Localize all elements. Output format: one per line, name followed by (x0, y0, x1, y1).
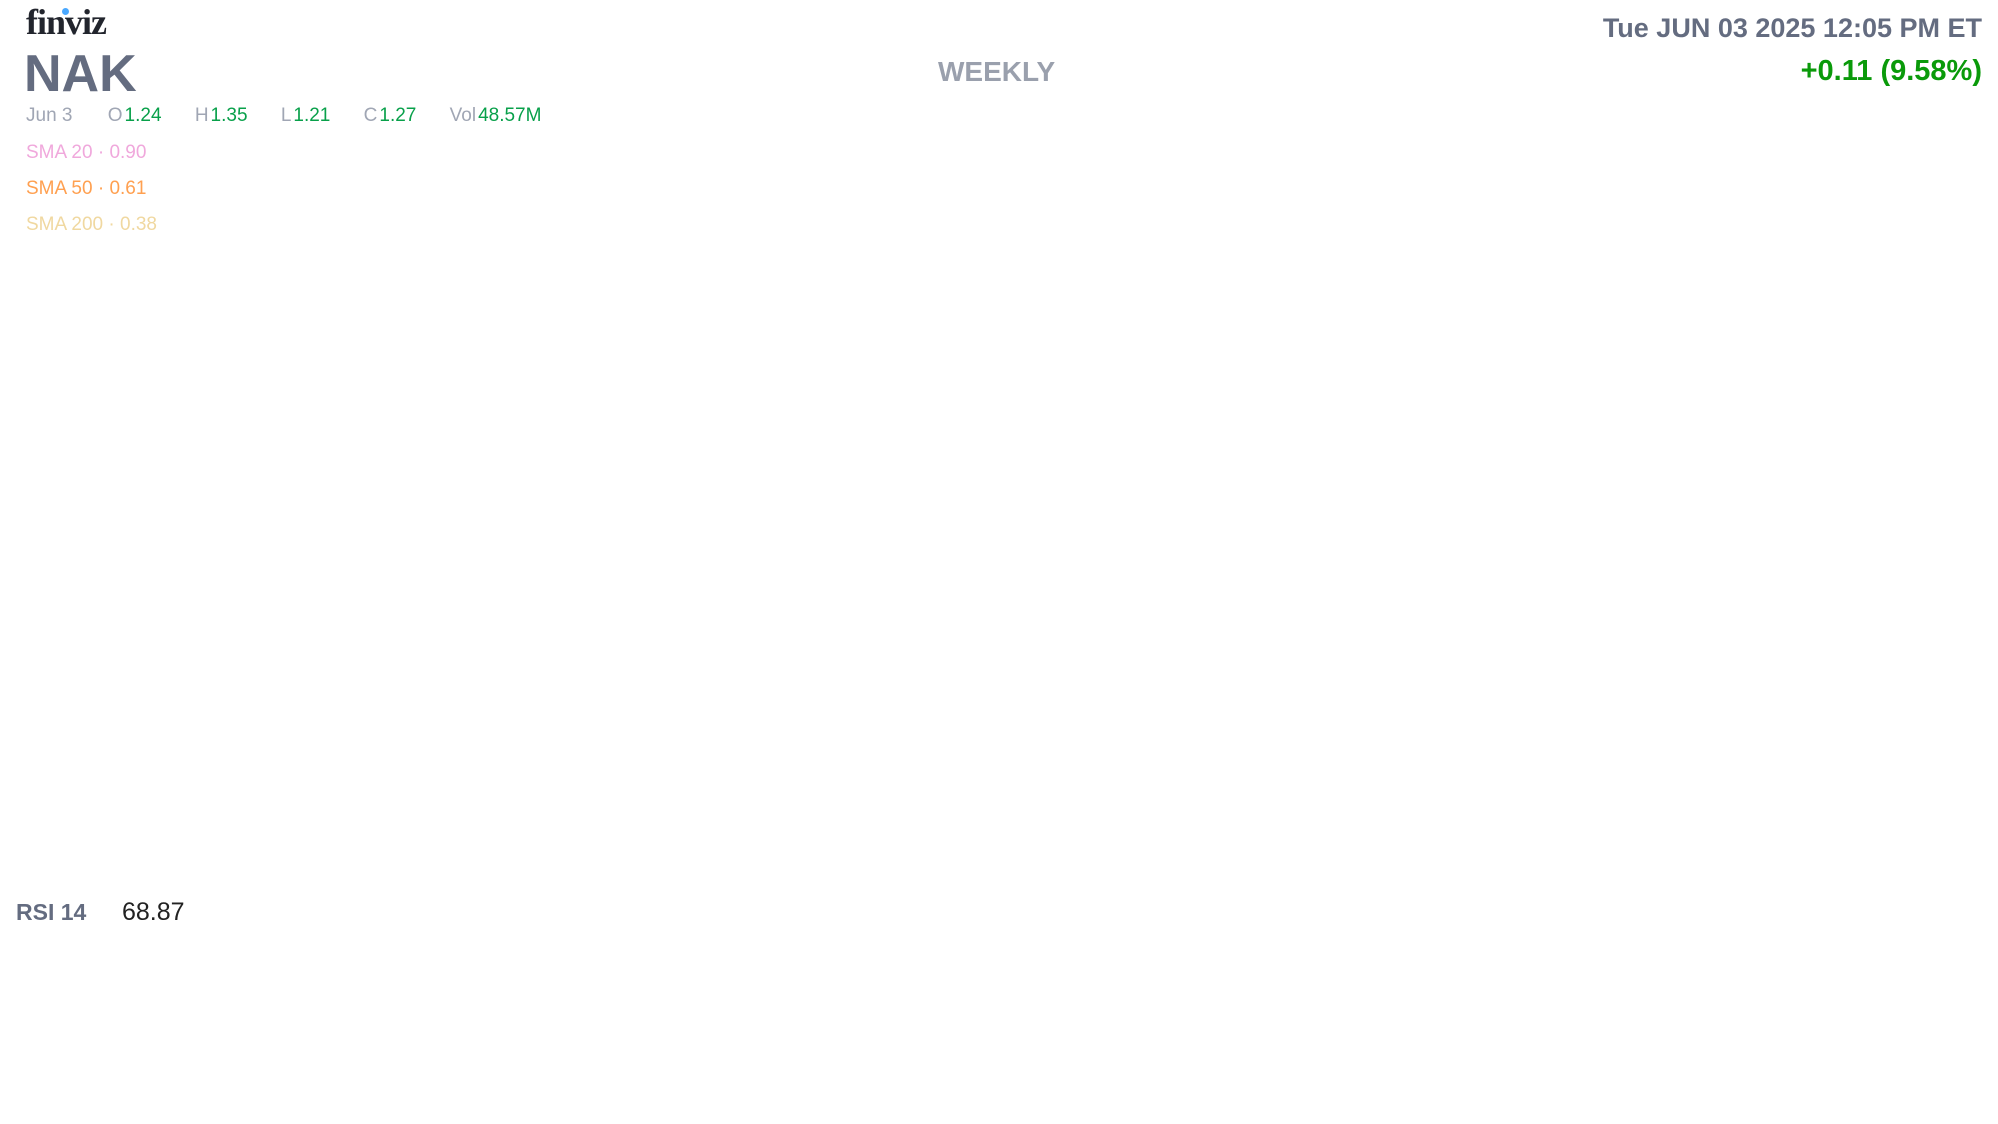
low-value: 1.21 (293, 105, 331, 126)
timeframe-label: WEEKLY (938, 56, 1056, 87)
price-change: +0.11 (9.58%) (1800, 55, 1982, 87)
ticker-symbol: NAK (24, 45, 137, 103)
close-value: 1.27 (379, 105, 417, 126)
rsi-value: 68.87 (122, 898, 185, 926)
datetime-label: Tue JUN 03 2025 12:05 PM ET (1602, 13, 1982, 43)
sma50-legend: SMA 50 · 0.61 (26, 178, 146, 200)
sma200-value: 0.38 (120, 214, 157, 235)
sma50-value: 0.61 (109, 178, 147, 199)
open-value: 1.24 (124, 105, 162, 126)
open-label: O (107, 105, 123, 126)
volume-label: Vol (449, 105, 477, 126)
ohlc-legend: Jun 3 O 1.24 H 1.35 L 1.21 C 1.27 Vol 48.57M (26, 105, 569, 127)
sma200-label: SMA 200 (26, 214, 104, 235)
sma20-value: 0.90 (109, 142, 147, 163)
ohlc-date: Jun 3 (26, 105, 73, 126)
rsi-label: RSI 14 (16, 899, 87, 925)
low-label: L (280, 105, 292, 126)
sma200-legend: SMA 200 · 0.38 (26, 214, 157, 236)
high-label: H (194, 105, 209, 126)
sma20-legend: SMA 20 · 0.90 (26, 142, 146, 164)
sma20-label: SMA 20 (26, 142, 93, 163)
sma50-sep: · (97, 178, 105, 199)
sma50-label: SMA 50 (26, 178, 93, 199)
close-label: C (363, 105, 378, 126)
logo-dot-icon (62, 8, 69, 15)
sma20-sep: · (97, 142, 105, 163)
high-value: 1.35 (210, 105, 248, 126)
sma200-sep: · (108, 214, 115, 235)
volume-value: 48.57M (478, 105, 542, 126)
